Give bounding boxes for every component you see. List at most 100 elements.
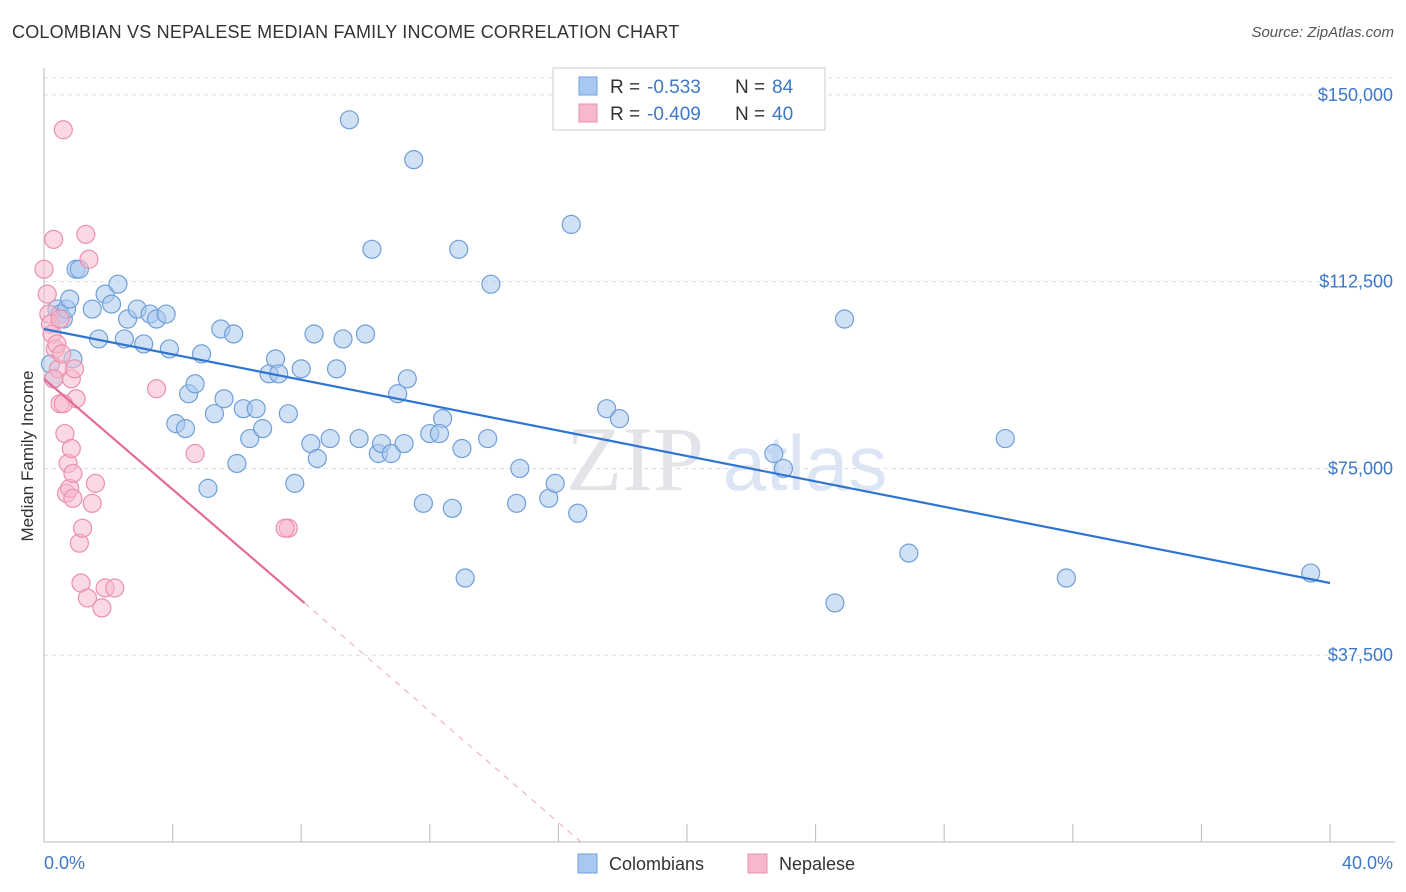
colombian-point xyxy=(333,329,353,349)
colombian-point xyxy=(108,274,128,294)
nepalese-point xyxy=(79,249,99,269)
colombian-point xyxy=(561,214,581,234)
legend: R = -0.533 N = 84 R = -0.409 N = 40 xyxy=(552,67,826,131)
legend-n-label: N = xyxy=(735,104,765,125)
colombian-point xyxy=(278,404,298,424)
colombian-point xyxy=(355,324,376,344)
chart-title: COLOMBIAN VS NEPALESE MEDIAN FAMILY INCO… xyxy=(12,22,680,42)
trend-layer xyxy=(43,327,1331,843)
colombian-point xyxy=(253,419,273,439)
nepalese-point xyxy=(146,379,167,399)
x-tick-label: 0.0% xyxy=(44,853,85,873)
colombian-point xyxy=(291,359,311,379)
colombian-point xyxy=(185,374,205,394)
colombian-point xyxy=(285,473,305,493)
nepalese-point xyxy=(44,229,64,249)
y-tick-label: $37,500 xyxy=(1328,645,1393,665)
colombian-point xyxy=(304,324,324,344)
nepalese-point xyxy=(105,578,125,598)
nepalese-point xyxy=(72,518,93,538)
colombian-point xyxy=(1056,568,1076,588)
legend-n-value: 84 xyxy=(772,77,794,98)
nepalese-point xyxy=(85,473,106,493)
nepalese-point xyxy=(76,224,96,244)
colombian-point xyxy=(320,428,340,449)
colombian-point xyxy=(246,399,266,419)
x-tick-label: 40.0% xyxy=(1342,853,1393,873)
nepalese-trendline xyxy=(43,377,306,604)
nepalese-trendline-extension xyxy=(304,602,582,843)
y-tick-label: $112,500 xyxy=(1319,272,1393,292)
colombian-point xyxy=(825,593,845,613)
colombian-point xyxy=(545,473,565,493)
legend-r-label: R = xyxy=(610,104,640,125)
colombian-point xyxy=(101,294,122,314)
colombian-point xyxy=(198,478,218,498)
y-axis-label: Median Family Income xyxy=(18,370,37,541)
colombian-point xyxy=(227,453,247,474)
colombian-point xyxy=(339,110,360,130)
legend-n-value: 40 xyxy=(772,104,793,125)
colombian-point xyxy=(413,493,433,513)
colombian-point xyxy=(834,309,855,329)
colombian-point xyxy=(381,443,401,464)
nepalese-point xyxy=(37,284,57,304)
colombian-point xyxy=(397,369,417,389)
nepalese-point xyxy=(185,443,205,464)
legend-r-label: R = xyxy=(610,77,640,98)
colombian-point xyxy=(452,438,472,459)
y-tick-label: $150,000 xyxy=(1318,85,1393,105)
legend-r-value: -0.409 xyxy=(647,104,701,125)
legend-box xyxy=(552,67,826,131)
bottom-legend-nepalese: Nepalese xyxy=(779,854,855,874)
bottom-legend-swatch-nepalese xyxy=(747,853,768,874)
colombian-point xyxy=(568,503,588,523)
legend-swatch-nepalese xyxy=(578,103,598,123)
colombian-point xyxy=(214,389,234,409)
colombian-point xyxy=(240,428,260,449)
colombian-point xyxy=(478,428,498,449)
colombian-point xyxy=(995,428,1015,449)
bottom-legend-colombians: Colombians xyxy=(609,854,704,874)
colombian-point xyxy=(455,568,475,588)
colombian-point xyxy=(507,493,527,513)
nepalese-point xyxy=(63,463,83,484)
nepalese-point xyxy=(53,120,73,140)
colombian-point xyxy=(773,458,794,479)
nepalese-point xyxy=(77,588,98,608)
colombian-point xyxy=(156,304,176,324)
colombian-point xyxy=(429,423,450,444)
colombian-point xyxy=(307,448,327,469)
nepalese-point xyxy=(34,259,54,279)
colombian-point xyxy=(404,150,424,170)
colombian-point xyxy=(349,428,369,449)
chart-source: Source: ZipAtlas.com xyxy=(1251,24,1394,41)
nepalese-point xyxy=(61,438,81,459)
points-layer xyxy=(34,110,1321,618)
nepalese-point xyxy=(50,309,70,329)
colombian-point xyxy=(764,443,784,464)
colombian-point xyxy=(449,239,469,259)
colombian-point xyxy=(597,399,617,419)
legend-swatch-colombians xyxy=(578,76,598,96)
nepalese-point xyxy=(52,344,72,364)
legend-n-label: N = xyxy=(735,77,765,98)
colombian-point xyxy=(82,299,102,319)
nepalese-point xyxy=(82,493,102,513)
colombian-point xyxy=(326,359,347,379)
nepalese-point xyxy=(63,488,83,508)
grid-layer xyxy=(44,77,1395,656)
colombian-point xyxy=(510,458,530,479)
watermark: ZIP atlas xyxy=(566,408,887,510)
colombian-point xyxy=(362,239,382,259)
colombian-point xyxy=(175,419,196,439)
bottom-legend: Colombians Nepalese xyxy=(577,853,855,874)
nepalese-point xyxy=(64,359,85,379)
legend-r-value: -0.533 xyxy=(647,77,701,98)
colombian-point xyxy=(204,404,224,424)
colombian-trendline xyxy=(43,327,1331,585)
axis-layer: $37,500 $75,000 $112,500 $150,000 0.0% 40.0% xyxy=(43,68,1395,873)
nepalese-point xyxy=(53,394,73,414)
colombian-point xyxy=(609,409,630,429)
